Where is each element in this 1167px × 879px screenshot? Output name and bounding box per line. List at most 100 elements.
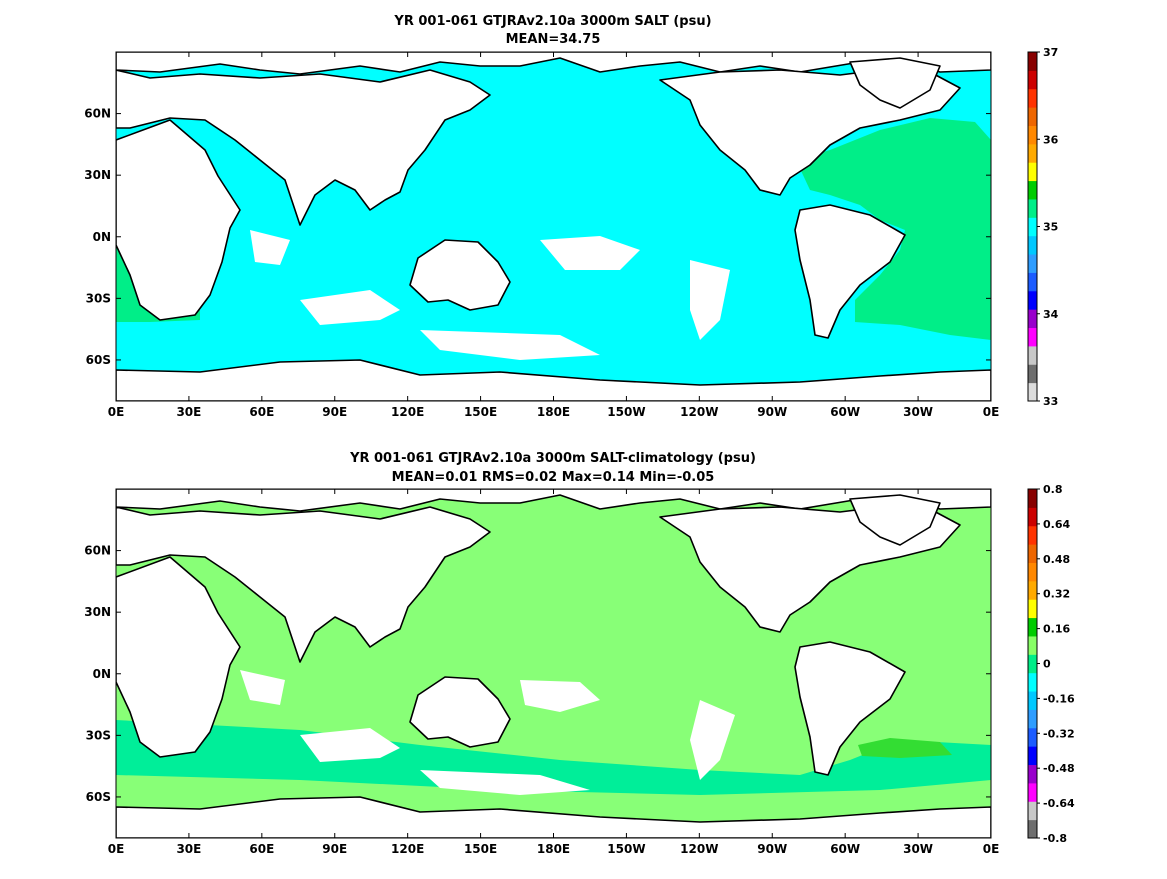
colorbar-label: 33	[1043, 395, 1058, 408]
colorbar-label: 36	[1043, 133, 1059, 146]
colorbar-segment	[1028, 489, 1037, 508]
indian-gap-2	[250, 230, 290, 265]
x-tick-label: 150E	[464, 842, 497, 856]
x-tick-label: 30W	[903, 842, 933, 856]
x-tick-label: 150W	[607, 405, 645, 419]
colorbar-segment	[1028, 562, 1037, 582]
x-tick-label: 120E	[391, 405, 424, 419]
colorbar-segment	[1028, 217, 1037, 237]
colorbar-segment	[1028, 727, 1037, 747]
colorbar-segment	[1028, 782, 1037, 802]
colorbar-label: 35	[1043, 221, 1058, 234]
pacific-gap-1	[690, 700, 735, 780]
colorbar-segment	[1028, 654, 1037, 674]
y-tick-label: 30N	[84, 168, 111, 182]
panel-salt: YR 001-061 GTJRAv2.10a 3000m SALT (psu) …	[84, 14, 1058, 419]
colorbar-label: 0.16	[1043, 623, 1070, 636]
colorbar-segment	[1028, 290, 1037, 310]
colorbar-segment	[1028, 746, 1037, 766]
south-atlantic-anomaly	[858, 738, 952, 758]
africa-land	[116, 556, 241, 758]
x-axis-ticks: 0E 30E 60E 90E 120E 150E 180E 150W 120W 90W 60W 30W…	[108, 489, 1000, 856]
eurasia-land	[116, 506, 491, 663]
colorbar-segment	[1028, 107, 1037, 126]
colorbar-label: -0.8	[1043, 832, 1067, 845]
south-america-land	[794, 641, 906, 776]
indian-gap-2	[240, 670, 285, 705]
x-tick-label: 90E	[322, 842, 347, 856]
southern-gap	[420, 770, 590, 795]
atlantic-salinity-patch	[796, 118, 991, 340]
antarctica-land	[116, 796, 991, 838]
colorbar-segment	[1028, 272, 1037, 292]
australia-land	[409, 676, 511, 748]
colorbar-segment	[1028, 52, 1037, 71]
colorbar-label: -0.64	[1043, 797, 1075, 810]
colorbar-segment	[1028, 309, 1037, 329]
colorbar-label: 0.64	[1043, 518, 1070, 531]
x-tick-label: 150W	[607, 842, 645, 856]
colorbar-label: -0.32	[1043, 727, 1075, 740]
colorbar-segment	[1028, 382, 1037, 402]
y-tick-label: 30N	[84, 605, 111, 619]
x-tick-label: 60E	[249, 405, 274, 419]
colorbar-segment	[1028, 691, 1037, 710]
x-tick-label: 0E	[108, 405, 125, 419]
x-tick-label: 60E	[249, 842, 274, 856]
x-tick-label: 90W	[757, 842, 787, 856]
colorbar-segment	[1028, 125, 1037, 145]
y-tick-label: 60S	[86, 353, 111, 367]
greenland-land	[849, 494, 941, 546]
colorbar-segment	[1028, 617, 1037, 637]
colorbar-label: -0.48	[1043, 762, 1075, 775]
x-tick-label: 60W	[830, 405, 860, 419]
south-america-land	[794, 204, 906, 339]
colorbar-label: 37	[1043, 46, 1058, 59]
y-axis-ticks: 60N 30N 0N 30S 60S	[84, 544, 991, 804]
colorbar-segment	[1028, 88, 1037, 108]
australia-land	[409, 239, 511, 311]
africa-land	[116, 119, 241, 321]
indian-gap-1	[300, 728, 400, 762]
x-tick-label: 90E	[322, 405, 347, 419]
antarctica-land	[116, 359, 991, 401]
colorbar-segment	[1028, 198, 1037, 218]
colorbar-segment	[1028, 143, 1037, 163]
panel-diff: YR 001-061 GTJRAv2.10a 3000m SALT-climat…	[84, 451, 1075, 856]
x-tick-label: 0E	[108, 842, 125, 856]
colorbar-label: 34	[1043, 308, 1059, 321]
pacific-gap-2	[520, 680, 600, 712]
colorbar-segment	[1028, 364, 1037, 384]
x-tick-label: 150E	[464, 405, 497, 419]
x-tick-label: 30E	[176, 405, 201, 419]
colorbar-segment	[1028, 635, 1037, 655]
colorbar-segment	[1028, 819, 1037, 839]
x-tick-label: 180E	[537, 405, 570, 419]
x-tick-label: 0E	[983, 842, 1000, 856]
colorbar-segment	[1028, 764, 1037, 784]
y-tick-label: 0N	[93, 230, 111, 244]
colorbar-segment	[1028, 709, 1037, 729]
greenland-land	[849, 57, 941, 109]
land-masses	[116, 489, 991, 838]
eurasia-land	[116, 69, 491, 226]
colorbar-segment	[1028, 345, 1037, 365]
pacific-gap-2	[690, 260, 730, 340]
colorbar-segment	[1028, 801, 1037, 821]
panel-title-line2: MEAN=34.75	[506, 32, 601, 47]
colorbar-segment	[1028, 235, 1037, 255]
southern-gap	[420, 330, 600, 360]
colorbar-segment	[1028, 162, 1037, 182]
x-tick-label: 120W	[680, 842, 718, 856]
colorbar: 37 36 35 34 33	[1027, 46, 1059, 408]
colorbar-segment	[1028, 580, 1037, 600]
colorbar-label: 0.48	[1043, 553, 1070, 566]
y-tick-label: 60N	[84, 107, 111, 121]
y-tick-label: 0N	[93, 667, 111, 681]
colorbar-segment	[1028, 525, 1037, 545]
colorbar-label: 0.8	[1043, 483, 1063, 496]
y-tick-label: 60N	[84, 544, 111, 558]
colorbar-segment	[1028, 507, 1037, 527]
land-masses	[116, 52, 991, 401]
